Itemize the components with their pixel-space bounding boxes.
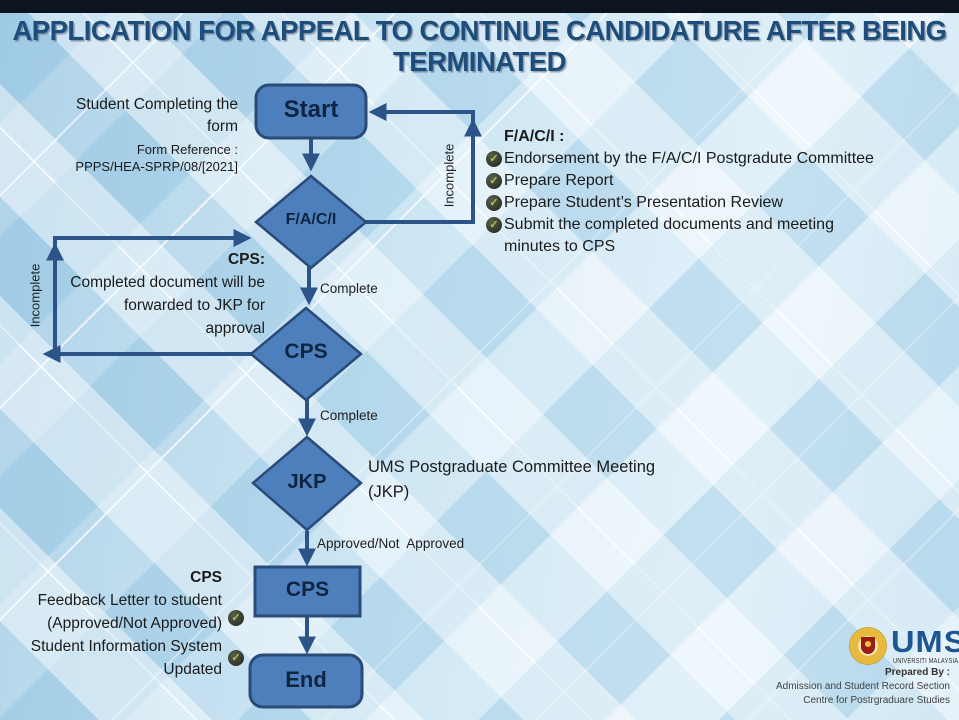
- check-circle-icon: ✓: [486, 195, 502, 211]
- check-circle-icon: ✓: [228, 650, 244, 666]
- faci-task-heading: F/A/C/I :: [504, 128, 565, 145]
- cps-feedback-line: Updated: [163, 661, 222, 678]
- prepared-by-label: Prepared By :: [884, 667, 950, 678]
- student-note-text: Student Completing the form: [76, 96, 238, 135]
- cps-process-shape: [253, 565, 362, 618]
- edge-label-complete-2: Complete: [320, 408, 378, 423]
- edge-label-complete-1: Complete: [320, 281, 378, 296]
- list-item-text: Prepare Student’s Presentation Review: [504, 194, 783, 211]
- cps-feedback-heading: CPS: [190, 569, 222, 586]
- cps-feedback-line: Feedback Letter to student: [37, 592, 222, 609]
- edge-label-incomplete-right: Incomplete: [441, 143, 457, 208]
- cps-feedback-line: Student Information System: [30, 638, 222, 655]
- cps-forward-body: Completed document will be forwarded to …: [70, 274, 265, 337]
- page-title: APPLICATION FOR APPEAL TO CONTINUE CANDI…: [10, 15, 950, 77]
- ums-logo: UMS UNIVERSITI MALAYSIA SABAH: [850, 624, 959, 672]
- faci-task-list: F/A/C/I : ✓ Endorsement by the F/A/C/I P…: [486, 126, 890, 258]
- cps-forward-heading: CPS:: [227, 251, 265, 268]
- start-node-label: Start: [283, 96, 339, 123]
- form-reference-value: PPPS/HEA-SPRP/08/[2021]: [75, 159, 238, 174]
- jkp-decision-label: JKP: [287, 471, 327, 493]
- list-item: ✓ Endorsement by the F/A/C/I Postgradute…: [486, 148, 890, 170]
- cps-feedback-line: (Approved/Not Approved): [47, 615, 222, 632]
- cps-process-label: CPS: [285, 578, 330, 601]
- faci-decision-shape: [254, 174, 368, 270]
- connector-incomplete-right: [366, 103, 475, 224]
- list-item-text: Endorsement by the F/A/C/I Postgradute C…: [504, 150, 874, 167]
- prepared-by-org1: Admission and Student Record Section: [776, 681, 950, 692]
- check-circle-icon: ✓: [486, 151, 502, 167]
- list-item: ✓ Submit the completed documents and mee…: [486, 214, 890, 258]
- prepared-by-org2: Centre for Postrgraduare Studies: [803, 695, 950, 706]
- list-item-text: Submit the completed documents and meeti…: [504, 216, 834, 255]
- page-title-line2: TERMINATED: [393, 46, 566, 77]
- cps-feedback-note: CPS Feedback Letter to student (Approved…: [0, 566, 244, 681]
- cps-decision-label: CPS: [284, 340, 328, 363]
- check-circle-icon: ✓: [486, 217, 502, 233]
- page-title-line1: APPLICATION FOR APPEAL TO CONTINUE CANDI…: [12, 15, 947, 46]
- prepared-by-block: Prepared By : Admission and Student Reco…: [776, 666, 950, 708]
- faci-decision-label: F/A/C/I: [285, 211, 337, 228]
- end-node-label: End: [285, 667, 327, 692]
- ums-crest-icon: [850, 628, 886, 664]
- start-node-shape: [254, 83, 368, 140]
- list-item: ✓ Prepare Report: [486, 170, 890, 192]
- cps-decision-shape: [249, 306, 363, 402]
- list-item: ✓ Prepare Student’s Presentation Review: [486, 192, 890, 214]
- top-bar: [0, 0, 959, 13]
- check-circle-icon: ✓: [228, 610, 244, 626]
- jkp-note: UMS Postgraduate Committee Meeting (JKP): [368, 458, 656, 501]
- end-node-shape: [248, 653, 364, 709]
- edge-label-incomplete-left: Incomplete: [27, 263, 43, 328]
- cps-forward-note: CPS: Completed document will be forwarde…: [65, 248, 265, 340]
- edge-label-approved: Approved/Not Approved: [317, 536, 465, 551]
- ums-logo-text: UMS: [891, 624, 959, 659]
- check-circle-icon: ✓: [486, 173, 502, 189]
- list-item-text: Prepare Report: [504, 172, 614, 189]
- connector-incomplete-left: [53, 229, 252, 354]
- ums-logo-subtext: UNIVERSITI MALAYSIA SABAH: [893, 658, 959, 665]
- student-note: Student Completing the form Form Referen…: [48, 94, 238, 175]
- jkp-decision-shape: [251, 435, 363, 532]
- form-reference-label: Form Reference :: [136, 142, 238, 157]
